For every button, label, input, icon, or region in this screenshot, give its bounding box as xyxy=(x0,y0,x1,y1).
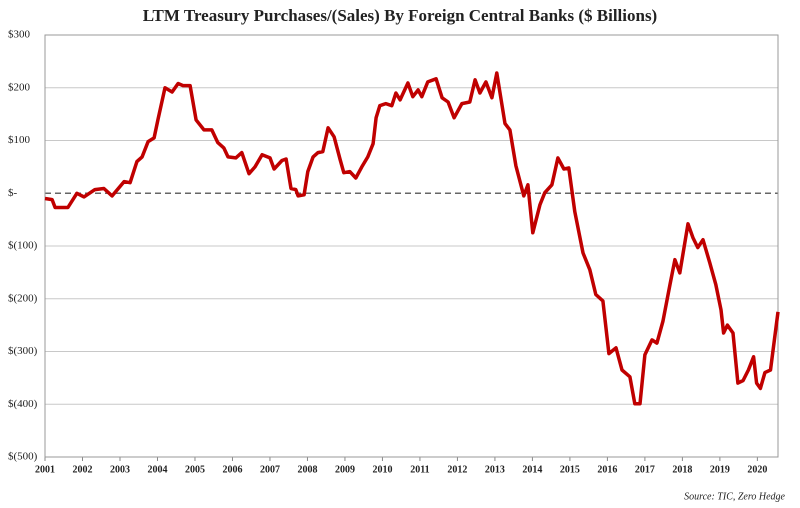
source-note: Source: TIC, Zero Hedge xyxy=(684,491,785,502)
x-tick-label: 2009 xyxy=(335,464,355,475)
x-tick-label: 2014 xyxy=(522,464,542,475)
x-tick-label: 2016 xyxy=(597,464,617,475)
x-tick-label: 2002 xyxy=(72,464,92,475)
x-tick-label: 2001 xyxy=(35,464,55,475)
x-tick-label: 2015 xyxy=(560,464,580,475)
x-tick-label: 2008 xyxy=(297,464,317,475)
x-tick-label: 2017 xyxy=(635,464,655,475)
y-tick-label: $200 xyxy=(8,81,31,93)
x-tick-label: 2020 xyxy=(747,464,767,475)
plot-border xyxy=(44,34,779,458)
y-tick-label: $(300) xyxy=(8,345,38,357)
y-tick-label: $100 xyxy=(8,134,31,146)
x-tick-label: 2018 xyxy=(672,464,692,475)
data-line xyxy=(44,71,780,406)
x-tick-label: 2011 xyxy=(410,464,429,475)
x-tick-label: 2005 xyxy=(185,464,205,475)
x-tick-label: 2019 xyxy=(710,464,730,475)
y-tick-label: $(500) xyxy=(8,451,38,463)
x-tick-label: 2003 xyxy=(110,464,130,475)
x-tick-label: 2004 xyxy=(147,464,167,475)
x-tick-label: 2013 xyxy=(485,464,505,475)
x-tick-label: 2012 xyxy=(447,464,467,475)
chart-title: LTM Treasury Purchases/(Sales) By Foreig… xyxy=(143,6,657,25)
y-tick-label: $(100) xyxy=(8,240,38,252)
y-tick-label: $(400) xyxy=(8,398,38,410)
y-tick-label: $300 xyxy=(8,29,31,41)
y-tick-label: $(200) xyxy=(8,292,38,304)
x-tick-label: 2006 xyxy=(222,464,242,475)
x-tick-label: 2007 xyxy=(260,464,280,475)
x-tick-label: 2010 xyxy=(372,464,392,475)
y-tick-label: $- xyxy=(8,187,18,199)
